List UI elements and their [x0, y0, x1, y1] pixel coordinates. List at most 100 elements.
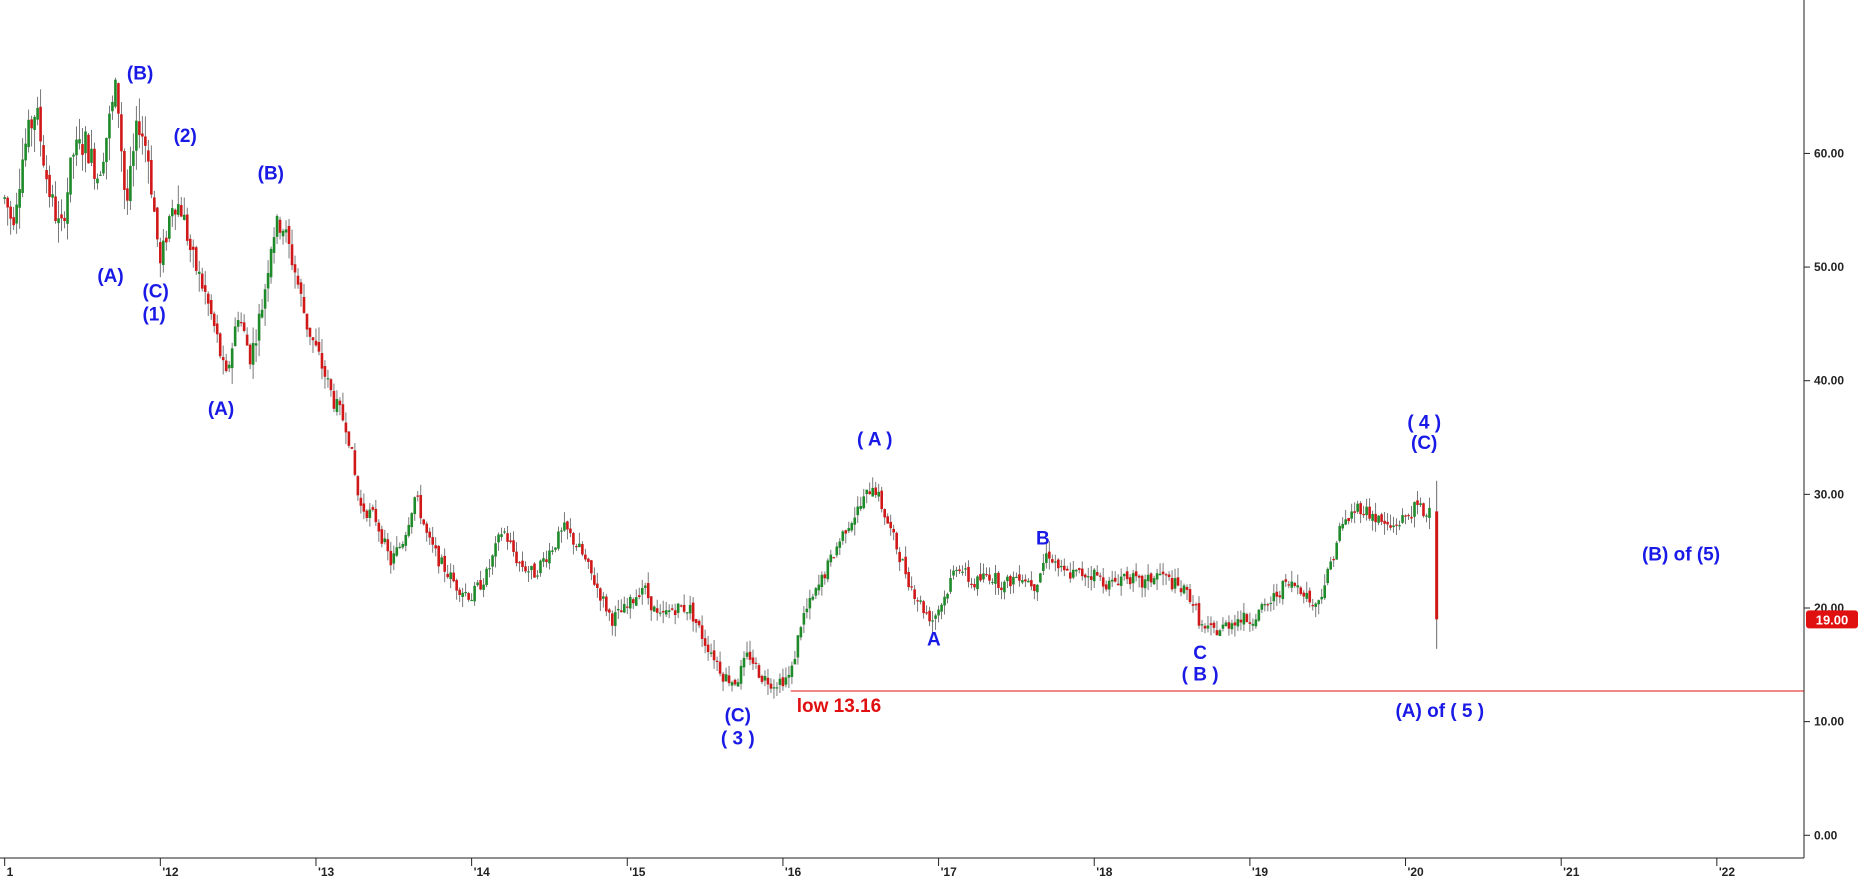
candle-body [449, 572, 452, 580]
candle-body [784, 677, 788, 685]
candle-body [54, 196, 57, 222]
candle-body [1287, 584, 1291, 586]
candle-body [42, 145, 45, 166]
candle-body [542, 558, 545, 562]
candle-body [1395, 524, 1398, 526]
candle-body [721, 673, 725, 682]
x-tick-label: '15 [629, 865, 646, 879]
candle-body [320, 353, 324, 369]
candle-body [622, 604, 626, 613]
candle-body [847, 528, 851, 532]
candle-body [667, 610, 671, 613]
candle-body [652, 606, 656, 612]
candle-body [895, 532, 898, 550]
candle-body [69, 157, 72, 195]
candle-body [988, 574, 991, 581]
candle-body [45, 170, 48, 180]
candle-body [60, 214, 63, 219]
candle-body [419, 495, 423, 519]
candle-body [1107, 580, 1111, 590]
candle-body [925, 612, 928, 614]
candle-body [464, 592, 467, 594]
candle-body [491, 555, 494, 567]
x-tick-label: '17 [941, 865, 958, 879]
candle-body [117, 83, 120, 114]
candle-body [751, 657, 755, 664]
candle-body [1101, 577, 1105, 587]
candle-body [787, 674, 791, 678]
candle-body [1027, 580, 1030, 583]
candle-body [470, 599, 473, 602]
candle-body [952, 570, 955, 576]
candle-body [1095, 572, 1099, 576]
candle-body [1320, 596, 1324, 600]
candle-body [1143, 579, 1147, 589]
candle-body [1359, 503, 1362, 515]
candle-body [820, 574, 824, 587]
candle-body [197, 271, 201, 274]
candle-body [251, 342, 255, 365]
candle-body [437, 545, 440, 567]
candle-body [48, 174, 51, 198]
candle-body [646, 583, 650, 599]
candle-body [907, 571, 910, 588]
candle-body [796, 635, 800, 658]
candle-body [1045, 553, 1048, 563]
candle-body [308, 327, 312, 337]
wave-label: (A) [97, 266, 123, 287]
candle-body [156, 207, 159, 240]
candle-body [694, 619, 698, 623]
candle-body [413, 497, 417, 515]
candle-body [1266, 604, 1270, 606]
wave-label: (C) [1411, 433, 1437, 454]
y-tick-label: 60.00 [1814, 146, 1844, 160]
candle-body [868, 491, 872, 495]
candle-body [1335, 542, 1338, 560]
y-tick-label: 50.00 [1814, 260, 1844, 274]
candle-body [446, 573, 449, 578]
candle-body [593, 575, 596, 585]
candle-body [736, 682, 740, 687]
candle-body [910, 586, 913, 588]
candle-body [697, 620, 701, 626]
candle-body [341, 404, 345, 421]
candle-body [599, 588, 602, 601]
candle-body [709, 652, 713, 654]
candle-body [1383, 520, 1386, 524]
candle-body [1128, 577, 1132, 585]
candle-body [3, 197, 6, 199]
candle-body [111, 101, 114, 112]
candle-body [329, 379, 333, 391]
candle-body [967, 566, 970, 582]
candle-body [269, 248, 273, 278]
candle-body [1077, 568, 1081, 570]
wave-label: ( B ) [1182, 665, 1219, 686]
x-tick-label: '16 [785, 865, 802, 879]
x-tick-label: 1 [7, 865, 14, 879]
candle-body [203, 285, 207, 292]
candle-body [1074, 569, 1078, 572]
candle-body [658, 612, 662, 614]
candle-body [1021, 580, 1024, 583]
candle-body [81, 144, 84, 155]
candle-body [302, 296, 306, 313]
low-line-layer: low 13.16 [790, 690, 1804, 717]
candle-body [425, 523, 429, 533]
candle-body [153, 197, 156, 212]
low-line-label: low 13.16 [797, 696, 882, 717]
candle-body [368, 509, 372, 518]
candle-body [179, 205, 183, 217]
candle-body [132, 151, 135, 166]
candle-body [1401, 515, 1404, 523]
candle-body [21, 159, 24, 193]
candle-body [835, 546, 839, 556]
candle-body [823, 574, 827, 579]
candle-body [811, 596, 815, 600]
candle-body [931, 620, 934, 622]
x-tick-label: '13 [318, 865, 335, 879]
candle-body [1293, 582, 1297, 586]
candle-body [99, 174, 102, 176]
wave-label: ( 3 ) [721, 728, 755, 749]
candle-body [428, 531, 432, 538]
candle-body [530, 565, 533, 571]
